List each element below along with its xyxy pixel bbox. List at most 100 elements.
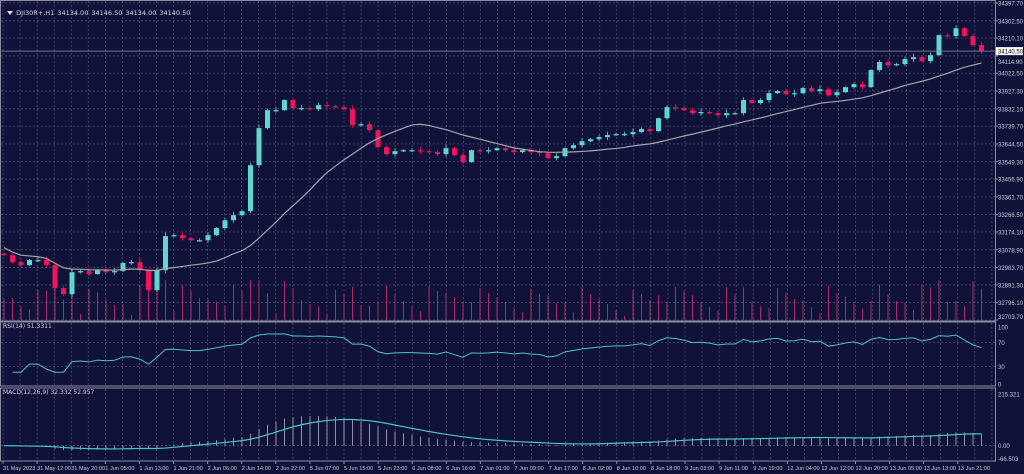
candle-bullish bbox=[613, 134, 619, 136]
candle-bullish bbox=[630, 132, 636, 135]
x-tick-label: 1 Jun 05:00 bbox=[105, 466, 134, 472]
candle-bearish bbox=[307, 108, 313, 110]
x-tick-label: 1 Jun 13:00 bbox=[139, 466, 168, 472]
candle-bearish bbox=[537, 152, 542, 154]
y-tick-label: 32891.30 bbox=[998, 283, 1024, 289]
x-tick-label: 31 May 12:00 bbox=[37, 466, 71, 472]
candle-bullish bbox=[256, 128, 262, 166]
candle-bullish bbox=[766, 93, 772, 101]
rsi-tick-label: 0 bbox=[998, 383, 1002, 389]
candle-bearish bbox=[503, 148, 508, 151]
candle-bearish bbox=[919, 57, 925, 62]
macd-tick-label: 215.321 bbox=[998, 393, 1020, 399]
candle-bullish bbox=[936, 35, 942, 56]
candle-bullish bbox=[401, 150, 406, 152]
candle-bearish bbox=[477, 150, 483, 152]
candle-bearish bbox=[418, 150, 423, 152]
rsi-tick-label: 70 bbox=[998, 341, 1005, 347]
candle-bullish bbox=[222, 220, 228, 229]
candle-bullish bbox=[231, 215, 236, 221]
x-tick-label: 31 May 2023 bbox=[3, 466, 35, 472]
candle-bearish bbox=[1, 253, 7, 256]
candle-bearish bbox=[333, 106, 338, 108]
y-tick-label: 33927.30 bbox=[998, 90, 1024, 96]
x-tick-label: 7 Jun 09:00 bbox=[515, 466, 544, 472]
candle-bullish bbox=[588, 139, 593, 142]
candle-bearish bbox=[137, 262, 143, 271]
y-tick-label: 33549.30 bbox=[998, 160, 1024, 166]
candle-bearish bbox=[61, 288, 66, 295]
candle-bullish bbox=[239, 211, 245, 216]
candle-bullish bbox=[520, 150, 525, 153]
y-tick-label: 33456.90 bbox=[998, 178, 1024, 184]
candle-bullish bbox=[894, 64, 899, 66]
candle-bullish bbox=[843, 87, 848, 93]
y-tick-label: 32983.70 bbox=[998, 266, 1024, 272]
candle-bearish bbox=[545, 153, 551, 159]
macd-signal-line bbox=[3, 418, 982, 450]
candle-bullish bbox=[605, 135, 610, 138]
y-tick-label: 33361.70 bbox=[998, 195, 1024, 201]
rsi-tick-label: 100 bbox=[998, 326, 1009, 332]
candle-bullish bbox=[494, 148, 500, 151]
candle-bearish bbox=[384, 147, 389, 155]
candle-bullish bbox=[35, 260, 41, 262]
candle-bullish bbox=[316, 105, 321, 110]
candle-bearish bbox=[647, 129, 653, 132]
candle-bullish bbox=[698, 112, 704, 114]
candle-bullish bbox=[758, 100, 763, 104]
chart-header: DJI30R+,H1 34134.00 34146.50 34134.00 34140.… bbox=[3, 1, 193, 17]
y-tick-label: 33832.10 bbox=[998, 107, 1024, 113]
candle-bullish bbox=[171, 235, 177, 237]
candle-bearish bbox=[290, 100, 296, 109]
macd-tick-label: -66.503 bbox=[998, 457, 1019, 463]
candle-bearish bbox=[188, 238, 194, 241]
candle-bullish bbox=[877, 62, 882, 71]
close-value: 34140.50 bbox=[159, 9, 191, 17]
x-tick-label: 7 Jun 01:00 bbox=[480, 466, 509, 472]
candle-bullish bbox=[78, 271, 83, 273]
candle-bearish bbox=[809, 88, 814, 92]
y-tick-label: 33644.50 bbox=[998, 142, 1024, 148]
candle-bearish bbox=[10, 255, 15, 263]
x-tick-label: 2 Jun 14:00 bbox=[242, 466, 271, 472]
candle-bearish bbox=[715, 113, 721, 116]
x-tick-label: 6 Jun 16:00 bbox=[446, 466, 475, 472]
candle-bearish bbox=[749, 100, 755, 104]
candle-bearish bbox=[452, 148, 457, 156]
candle-bullish bbox=[163, 236, 168, 271]
x-tick-label: 5 Jun 15:00 bbox=[344, 466, 373, 472]
candle-bullish bbox=[554, 156, 559, 159]
candle-bullish bbox=[469, 150, 474, 163]
x-tick-label: 12 Jun 12:00 bbox=[821, 466, 853, 472]
current-price-label: 34140.50 bbox=[998, 50, 1024, 56]
moving-average-line bbox=[3, 62, 982, 271]
x-tick-label: 9 Jun 11:00 bbox=[719, 466, 748, 472]
collapse-triangle-icon[interactable] bbox=[7, 11, 14, 15]
candle-bearish bbox=[673, 107, 678, 109]
x-tick-label: 5 Jun 23:00 bbox=[378, 466, 407, 472]
x-tick-label: 5 Jun 07:00 bbox=[310, 466, 339, 472]
x-tick-label: 7 Jun 17:00 bbox=[549, 466, 578, 472]
candle-bearish bbox=[460, 155, 466, 163]
candle-bullish bbox=[392, 151, 398, 155]
candle-bullish bbox=[792, 93, 797, 95]
rsi-label: RSI(14) 51.3311 bbox=[3, 323, 52, 330]
y-tick-label: 33078.90 bbox=[998, 248, 1024, 254]
macd-panel-frame bbox=[0, 387, 996, 462]
candle-bullish bbox=[443, 148, 449, 155]
candle-bullish bbox=[800, 88, 806, 94]
candle-bearish bbox=[86, 271, 92, 275]
candle-bullish bbox=[69, 272, 75, 295]
y-tick-label: 34022.50 bbox=[998, 72, 1024, 78]
x-tick-label: 1 Jun 21:00 bbox=[174, 466, 203, 472]
x-tick-label: 13 Jun 13:00 bbox=[924, 466, 956, 472]
candle-bullish bbox=[741, 100, 746, 114]
y-tick-label: 33266.50 bbox=[998, 213, 1024, 219]
candle-bearish bbox=[324, 105, 330, 107]
y-tick-label: 32796.10 bbox=[998, 301, 1024, 307]
candle-bearish bbox=[681, 108, 687, 111]
y-tick-label: 33174.10 bbox=[998, 230, 1024, 236]
candle-bullish bbox=[596, 137, 602, 140]
